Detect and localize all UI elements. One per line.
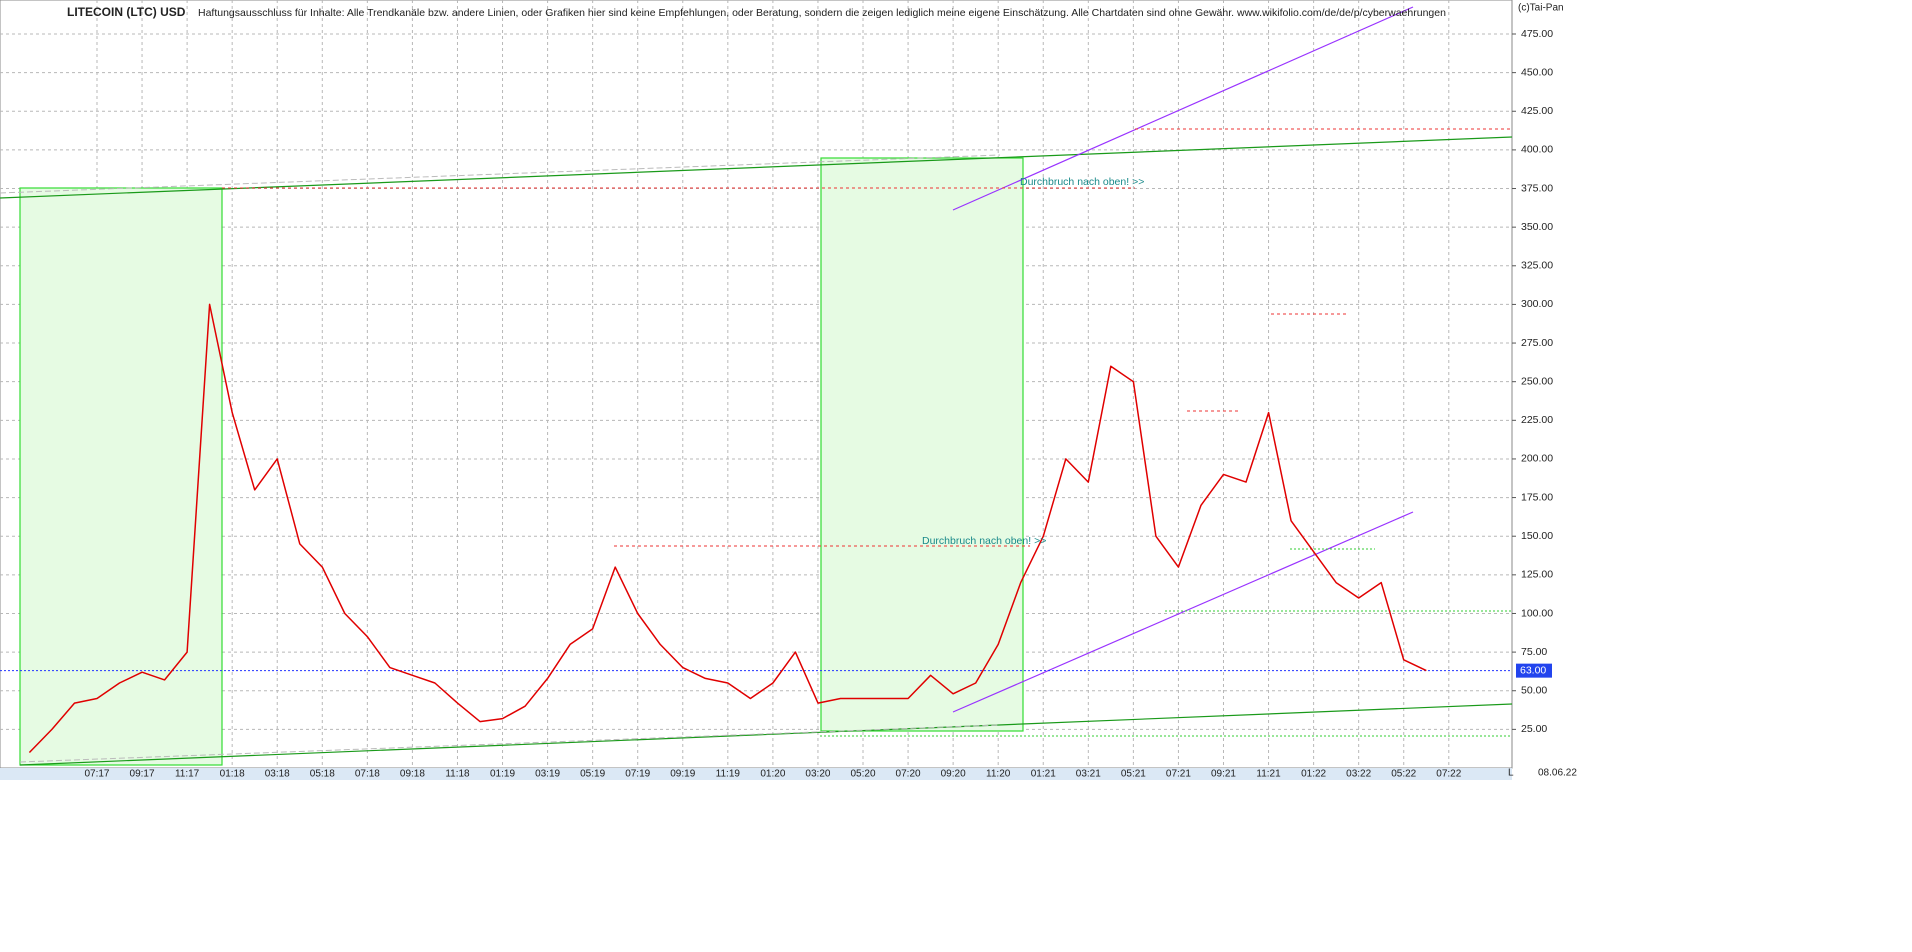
marks bbox=[0, 303, 1512, 754]
x-tick-label: 05:21 bbox=[1121, 769, 1146, 780]
x-tick-label: 01:18 bbox=[220, 769, 245, 780]
corner-label: L bbox=[1508, 768, 1514, 779]
y-tick-label: 350.00 bbox=[1521, 221, 1553, 233]
x-tick-label: 09:17 bbox=[130, 769, 155, 780]
y-tick-label: 375.00 bbox=[1521, 182, 1553, 194]
x-tick-label: 11:18 bbox=[445, 769, 470, 780]
annotation: Durchbruch nach oben! >> bbox=[922, 535, 1046, 547]
y-tick-label: 425.00 bbox=[1521, 105, 1553, 117]
x-tick-label: 01:22 bbox=[1301, 769, 1326, 780]
y-tick-label: 475.00 bbox=[1521, 28, 1553, 40]
copyright: (c)Tai-Pan bbox=[1518, 3, 1564, 14]
y-tick-label: 300.00 bbox=[1521, 298, 1553, 310]
y-tick-label: 100.00 bbox=[1521, 607, 1553, 619]
x-tick-label: 11:20 bbox=[986, 769, 1011, 780]
x-tick-label: 03:18 bbox=[265, 769, 290, 780]
x-tick-label: 07:22 bbox=[1436, 769, 1461, 780]
x-tick-label: 09:19 bbox=[670, 769, 695, 780]
x-tick-label: 07:19 bbox=[625, 769, 650, 780]
trend-line bbox=[19, 724, 1001, 763]
x-tick-label: 03:20 bbox=[805, 769, 830, 780]
highlight-box bbox=[820, 157, 1024, 732]
y-tick-label: 25.00 bbox=[1521, 723, 1547, 735]
date-label: 08.06.22 bbox=[1538, 768, 1577, 779]
x-tick-label: 07:18 bbox=[355, 769, 380, 780]
current-price-box bbox=[1516, 663, 1552, 678]
plot-area bbox=[0, 0, 1513, 769]
y-tick-label: 400.00 bbox=[1521, 144, 1553, 156]
price-line bbox=[28, 303, 1427, 754]
x-tick-label: 09:21 bbox=[1211, 769, 1236, 780]
current-price-label: 63.00 bbox=[1520, 664, 1546, 676]
disclaimer: Haftungsausschluss für Inhalte: Alle Tre… bbox=[198, 7, 1446, 19]
channel-line bbox=[952, 6, 1414, 211]
y-tick-label: 175.00 bbox=[1521, 491, 1553, 503]
x-tick-label: 05:18 bbox=[310, 769, 335, 780]
y-tick-label: 275.00 bbox=[1521, 337, 1553, 349]
annotation: Durchbruch nach oben! >> bbox=[1020, 176, 1144, 188]
x-tick-label: 05:22 bbox=[1391, 769, 1416, 780]
y-tick-label: 75.00 bbox=[1521, 646, 1547, 658]
x-tick-label: 07:20 bbox=[896, 769, 921, 780]
trend-line bbox=[0, 154, 1001, 194]
x-tick-label: 05:19 bbox=[580, 769, 605, 780]
y-tick-label: 450.00 bbox=[1521, 66, 1553, 78]
y-tick-label: 125.00 bbox=[1521, 569, 1553, 581]
x-tick-label: 01:19 bbox=[490, 769, 515, 780]
y-tick-label: 150.00 bbox=[1521, 530, 1553, 542]
x-tick-label: 05:20 bbox=[850, 769, 875, 780]
trend-line bbox=[19, 703, 1513, 766]
chart-title: LITECOIN (LTC) USD bbox=[67, 5, 186, 19]
y-tick-label: 50.00 bbox=[1521, 685, 1547, 697]
x-tick-label: 01:20 bbox=[760, 769, 785, 780]
y-tick-label: 225.00 bbox=[1521, 414, 1553, 426]
x-tick-label: 07:21 bbox=[1166, 769, 1191, 780]
highlight-box bbox=[19, 187, 223, 766]
y-tick-label: 325.00 bbox=[1521, 260, 1553, 272]
x-tick-label: 03:22 bbox=[1346, 769, 1371, 780]
x-tick-label: 03:19 bbox=[535, 769, 560, 780]
channel-line bbox=[952, 511, 1414, 713]
x-tick-label: 11:21 bbox=[1256, 769, 1281, 780]
x-axis-band bbox=[0, 768, 1512, 780]
x-tick-label: 11:19 bbox=[716, 769, 741, 780]
x-tick-label: 09:18 bbox=[400, 769, 425, 780]
x-tick-label: 07:17 bbox=[84, 769, 109, 780]
x-tick-label: 03:21 bbox=[1076, 769, 1101, 780]
x-tick-label: 11:17 bbox=[175, 769, 200, 780]
y-tick-label: 200.00 bbox=[1521, 453, 1553, 465]
x-tick-label: 09:20 bbox=[941, 769, 966, 780]
x-tick-label: 01:21 bbox=[1031, 769, 1056, 780]
y-tick-label: 250.00 bbox=[1521, 375, 1553, 387]
